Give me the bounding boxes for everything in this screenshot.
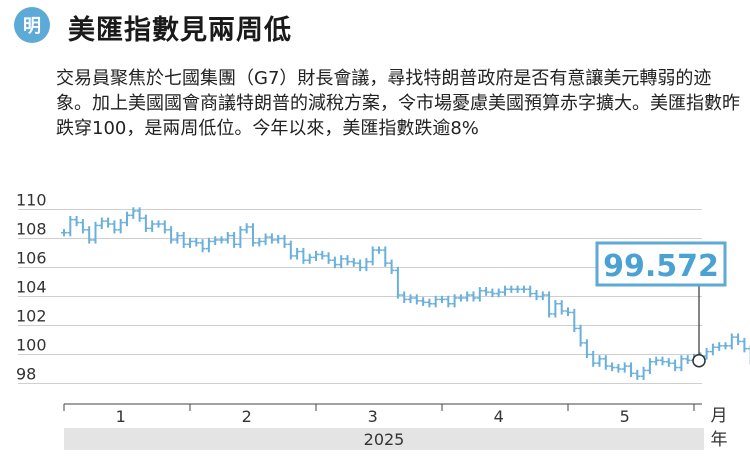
x-tick-label: 3 [368,407,378,426]
last-point-marker [692,353,706,368]
grid [18,209,702,384]
x-tick-label: 2 [242,407,252,426]
page-title: 美匯指數見兩周低 [68,15,292,46]
y-tick-label: 108 [16,220,47,239]
y-tick-label: 100 [16,336,47,355]
x-axis-labels: 1 2 3 4 5 [116,407,630,426]
year-label: 2025 [364,430,405,449]
callout-box [595,241,727,287]
summary-text: 交易員聚焦於七國集團（G7）財長會議，尋找特朗普政府是否有意讓美元轉弱的迹象。加… [56,68,740,139]
x-tick-label: 5 [620,407,630,426]
year-band [64,428,704,450]
last-value-callout: 99.572 [595,241,727,368]
y-tick-label: 104 [16,278,47,297]
x-tick-label: 4 [494,407,504,426]
x-unit-month: 月 [711,406,728,426]
y-tick-label: 98 [16,365,36,384]
y-tick-label: 106 [16,249,47,268]
header: 明 美匯指數見兩周低 [0,0,750,56]
badge-icon: 明 [14,7,50,43]
x-unit-year: 年 [711,430,728,450]
y-axis-labels: 110 108 106 104 102 100 98 [16,191,47,384]
x-tick-label: 1 [116,407,126,426]
x-axis-ticks [63,404,695,411]
price-bars [61,207,750,380]
y-tick-label: 102 [16,307,47,326]
callout-value: 99.572 [603,249,719,284]
y-tick-label: 110 [16,191,47,210]
